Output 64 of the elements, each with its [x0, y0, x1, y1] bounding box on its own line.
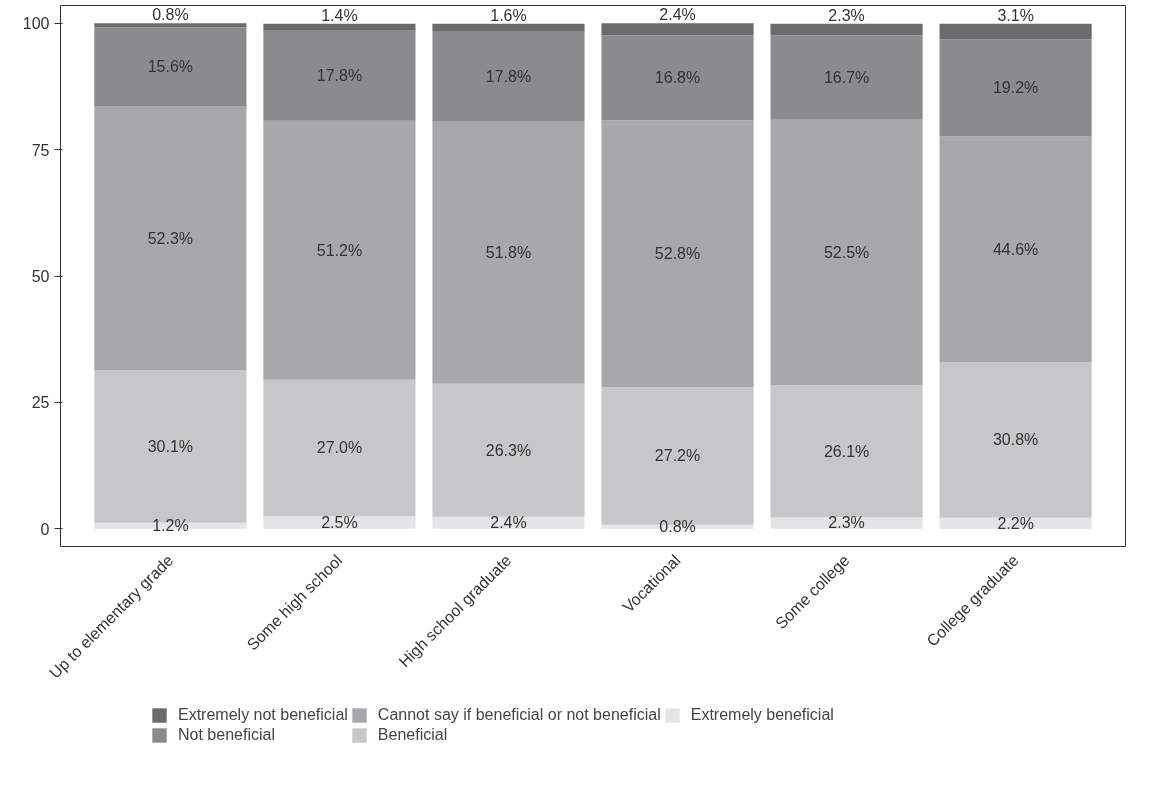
bar [94, 106, 247, 371]
data-label: 2.4% [659, 6, 696, 24]
bar [770, 517, 923, 529]
data-label: 26.1% [823, 442, 870, 460]
bar [601, 120, 754, 388]
data-label: 30.8% [992, 431, 1039, 449]
bar [770, 35, 923, 120]
bar [601, 23, 754, 36]
data-label: 0.8% [659, 518, 696, 536]
bar [770, 23, 923, 36]
bar [770, 119, 923, 386]
data-label: 3.1% [997, 6, 1034, 24]
bar [263, 379, 416, 517]
bar [432, 31, 585, 122]
data-label: 1.4% [321, 6, 358, 24]
bar [263, 120, 416, 380]
data-label: 2.4% [490, 514, 527, 532]
legend-label: Extremely beneficial [690, 706, 834, 724]
data-label: 17.8% [316, 67, 363, 85]
data-label: 30.1% [147, 438, 194, 456]
y-tick-label: 25 [31, 394, 50, 412]
data-label: 16.7% [823, 69, 870, 87]
bar [263, 23, 416, 31]
legend-label: Not beneficial [178, 726, 275, 744]
data-label: 52.8% [654, 245, 701, 263]
data-label: 19.2% [992, 79, 1039, 97]
bar [770, 385, 923, 518]
y-tick-label: 75 [31, 141, 50, 159]
data-label: 2.3% [828, 514, 865, 532]
y-tick-label: 0 [40, 520, 50, 538]
data-label: 2.3% [828, 6, 865, 24]
legend-label: Extremely not beneficial [178, 706, 348, 724]
data-label: 52.3% [147, 229, 194, 247]
bar [263, 516, 416, 529]
legend-label: Cannot say if beneficial or not beneficial [377, 706, 661, 724]
data-label: 26.3% [485, 441, 532, 459]
bar [263, 30, 416, 121]
bar [939, 23, 1092, 40]
data-label: 52.5% [823, 243, 870, 261]
data-label: 51.2% [316, 241, 363, 259]
y-tick-label: 50 [31, 268, 50, 285]
data-label: 1.6% [490, 6, 527, 24]
bar [432, 23, 585, 32]
data-label: 1.2% [152, 517, 189, 535]
bar [94, 27, 247, 107]
data-label: 0.8% [152, 6, 189, 24]
y-tick-label: 100 [22, 15, 50, 33]
bar [601, 35, 754, 121]
data-label: 2.2% [997, 514, 1034, 532]
bar [94, 23, 247, 28]
bar [939, 361, 1092, 518]
data-label: 27.0% [316, 439, 363, 457]
data-label: 15.6% [147, 58, 194, 76]
bar [432, 121, 585, 384]
legend-label: Beneficial [377, 726, 448, 744]
data-label: 2.5% [321, 513, 358, 531]
data-label: 17.8% [485, 68, 532, 86]
data-label: 16.8% [654, 69, 701, 87]
bar [939, 39, 1092, 137]
data-label: 44.6% [992, 240, 1039, 258]
data-label: 51.8% [485, 244, 532, 262]
data-label: 27.2% [654, 447, 701, 465]
bar [939, 136, 1092, 362]
bar [432, 383, 585, 517]
